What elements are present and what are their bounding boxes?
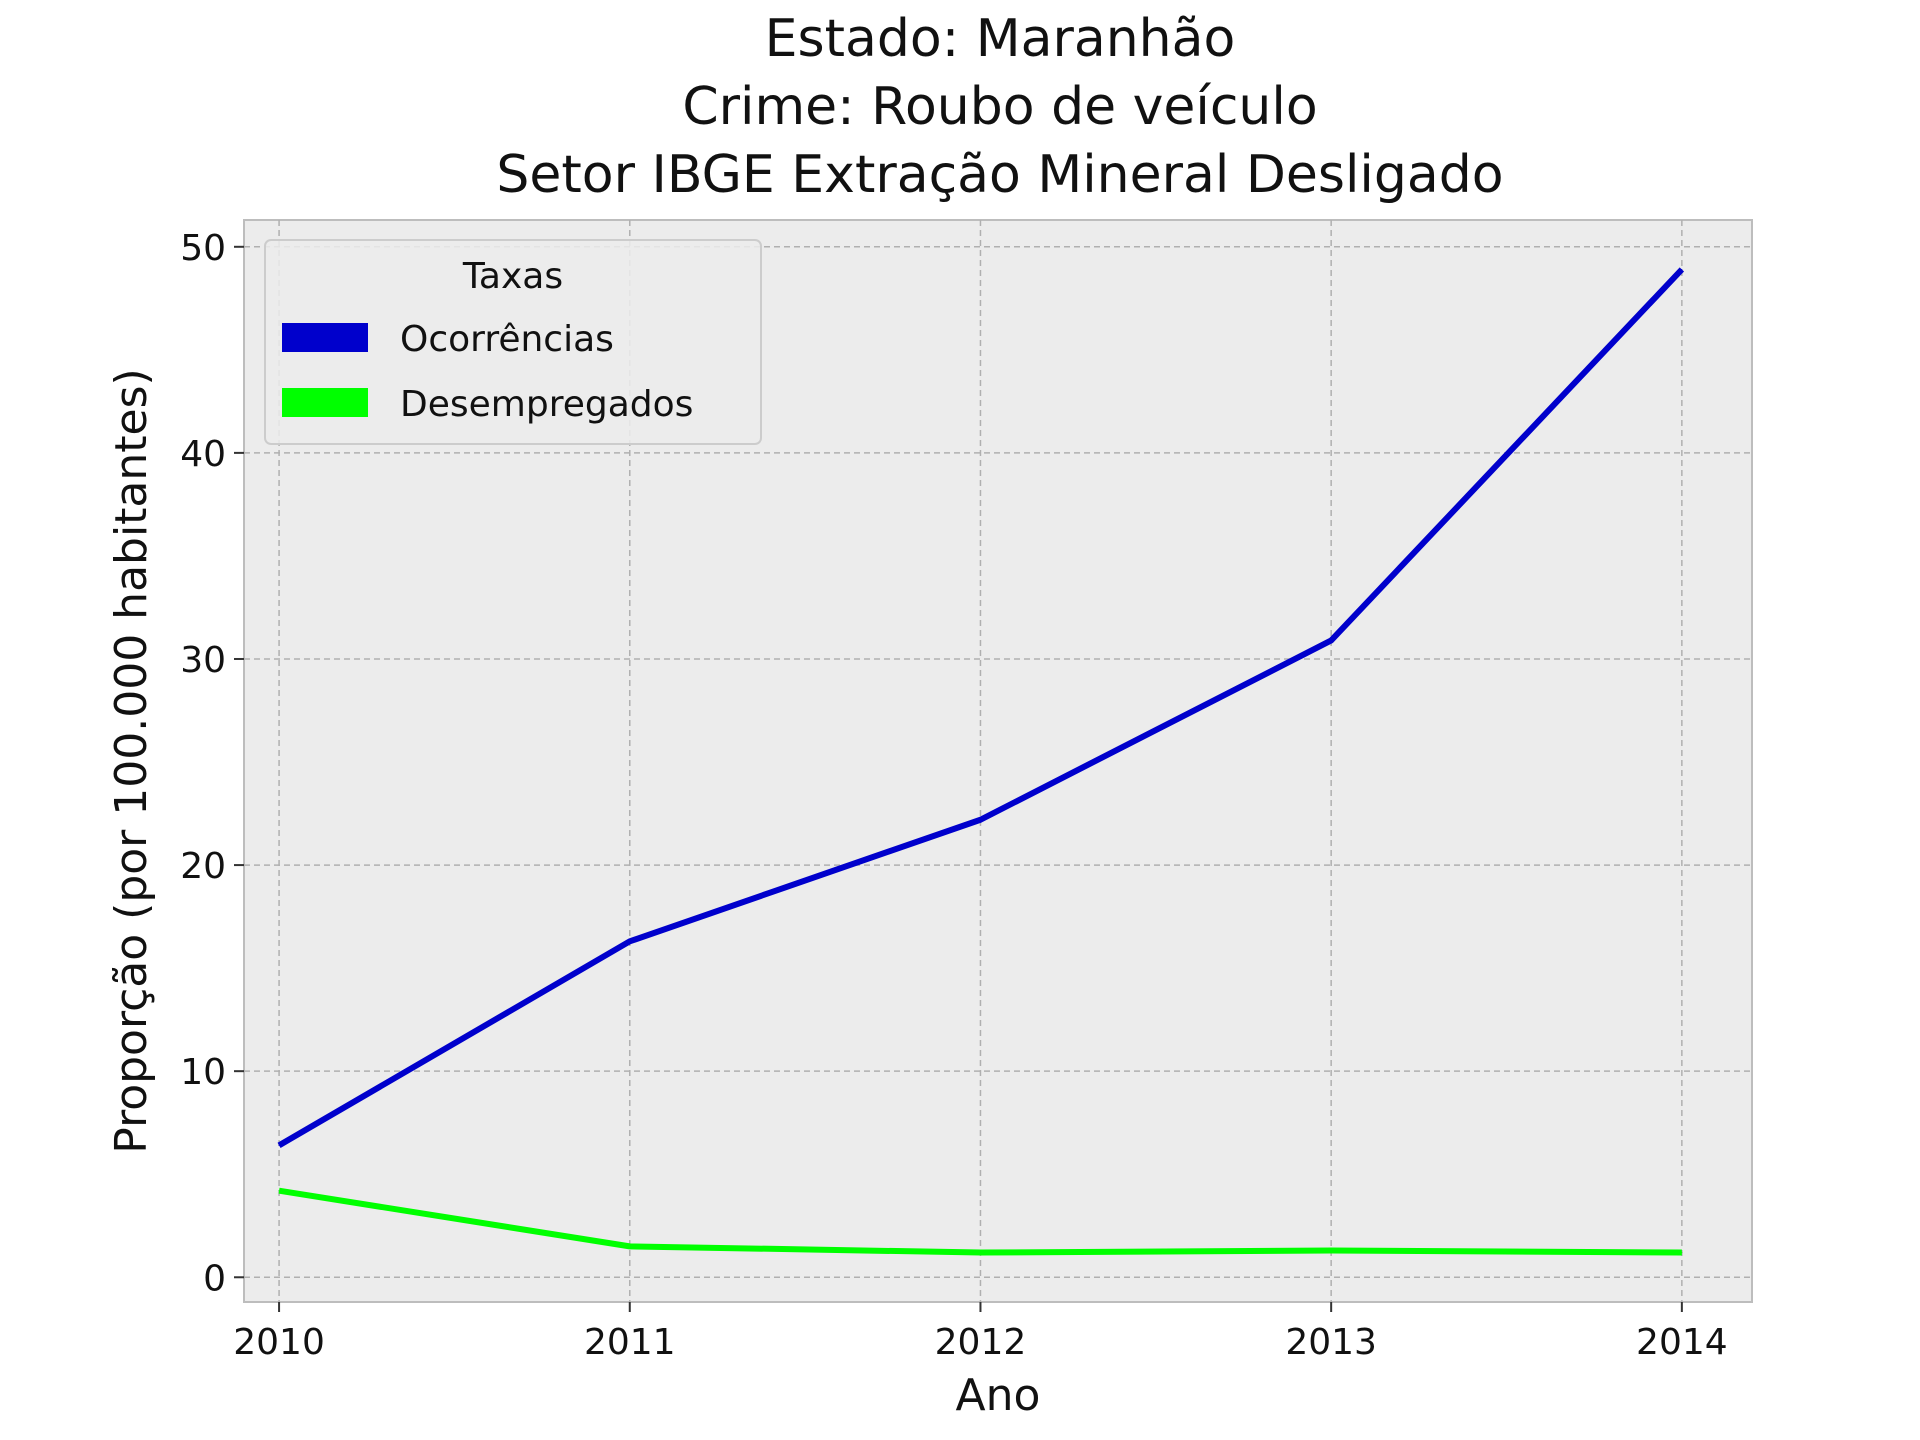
- chart-title-line-3: Setor IBGE Extração Mineral Desligado: [496, 145, 1503, 205]
- legend-title: Taxas: [462, 256, 563, 297]
- chart-title-line-2: Crime: Roubo de veículo: [682, 77, 1317, 137]
- x-tick-label: 2011: [584, 1322, 676, 1363]
- y-tick-label: 40: [180, 434, 226, 475]
- legend-box: [264, 239, 762, 445]
- y-axis-label: Proporção (por 100.000 habitantes): [106, 368, 157, 1153]
- chart-title-line-1: Estado: Maranhão: [765, 9, 1236, 69]
- data-point: [278, 1144, 280, 1146]
- data-point: [1681, 268, 1683, 270]
- data-point: [1330, 639, 1332, 641]
- legend: Taxas Ocorrências Desempregados: [264, 239, 762, 445]
- chart-title: Estado: Maranhão Crime: Roubo de veículo…: [496, 9, 1503, 205]
- y-tick-label: 0: [203, 1258, 226, 1299]
- series-lines: [277, 267, 1685, 1256]
- x-tick-label: 2014: [1636, 1322, 1728, 1363]
- y-tick-label: 50: [180, 228, 226, 269]
- y-tick-label: 20: [180, 846, 226, 887]
- legend-label-ocorrencias: Ocorrências: [400, 319, 614, 360]
- data-point: [629, 1245, 631, 1247]
- x-axis-ticks: 2010 2011 2012 2013 2014: [233, 1302, 1728, 1363]
- y-axis-ticks: 0 10 20 30 40 50: [180, 228, 244, 1299]
- data-point: [629, 940, 631, 942]
- data-point: [979, 819, 981, 821]
- x-tick-label: 2010: [233, 1322, 325, 1363]
- x-tick-label: 2012: [935, 1322, 1027, 1363]
- legend-label-desempregados: Desempregados: [400, 384, 693, 425]
- legend-swatch-desempregados: [282, 388, 368, 417]
- data-point: [979, 1252, 981, 1254]
- data-point: [278, 1190, 280, 1192]
- data-point: [1330, 1249, 1332, 1251]
- x-axis-label: Ano: [956, 1370, 1041, 1421]
- data-point: [1681, 1252, 1683, 1254]
- y-tick-label: 30: [180, 640, 226, 681]
- legend-swatch-ocorrencias: [282, 323, 368, 352]
- y-tick-label: 10: [180, 1052, 226, 1093]
- x-tick-label: 2013: [1285, 1322, 1377, 1363]
